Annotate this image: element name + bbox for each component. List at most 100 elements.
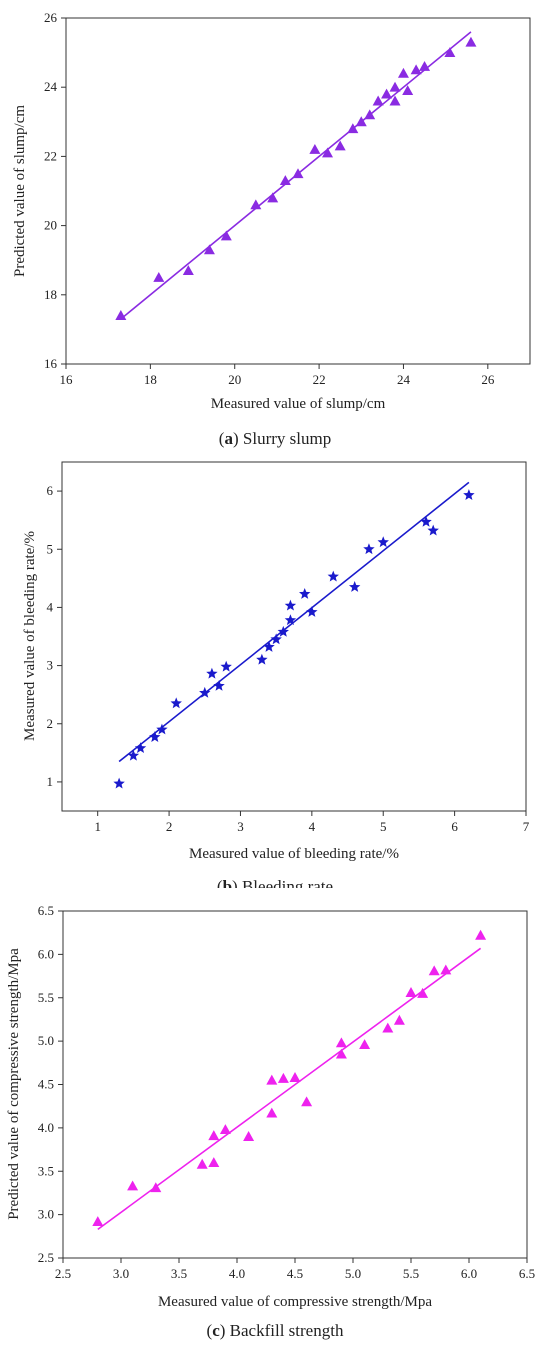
- chart-b-point-14: [284, 614, 297, 626]
- chart-a-point-8: [292, 168, 304, 179]
- chart-b-point-13: [277, 625, 289, 637]
- chart-c-point-20: [428, 965, 440, 976]
- chart-a-ytick-label-5: 26: [44, 10, 58, 25]
- chart-c-ytick-label-0: 2.5: [38, 1250, 54, 1265]
- chart-b-point-4: [156, 723, 168, 735]
- chart-a-xtick-label-3: 22: [313, 372, 326, 387]
- chart-b-point-9: [220, 660, 232, 672]
- chart-b-point-16: [299, 588, 311, 599]
- chart-a-caption-letter: a: [224, 429, 233, 448]
- chart-b-ylabel: Measured value of bleeding rate/%: [22, 531, 38, 741]
- chart-a-point-20: [402, 85, 414, 96]
- chart-b-ytick-label-5: 6: [47, 483, 54, 498]
- chart-a-svg: 16 18 20 22 24 26 16 18 20 22 24 26 Measured value …: [12, 10, 531, 448]
- chart-panel-a: 16 18 20 22 24 26 16 18 20 22 24 26 Measured value …: [0, 0, 550, 448]
- chart-b-point-12: [270, 633, 282, 645]
- chart-a-marks: [115, 31, 477, 320]
- chart-c-ticks: 2.5 3.0 3.5 4.0 4.5 5.0 5.5 6.0 6.5 2.5 3.0 3.5 4.0 4…: [38, 903, 535, 1281]
- chart-a-ytick-label-3: 22: [44, 148, 57, 163]
- chart-c-point-1: [127, 1180, 139, 1191]
- chart-c-point-2: [150, 1182, 162, 1193]
- chart-c-point-4: [208, 1157, 220, 1167]
- chart-c-point-7: [243, 1131, 255, 1141]
- chart-c-ytick-label-6: 5.5: [38, 990, 54, 1005]
- chart-a-point-7: [279, 175, 291, 186]
- chart-a-ytick-label-1: 18: [44, 287, 57, 302]
- chart-b-xtick-label-3: 4: [309, 819, 316, 834]
- chart-c-point-17: [393, 1014, 405, 1025]
- chart-c-point-3: [196, 1158, 208, 1169]
- chart-a-caption-text: Slurry slump: [243, 429, 331, 448]
- chart-c-ytick-label-4: 4.5: [38, 1077, 54, 1092]
- chart-c-ylabel: Predicted value of compressive strength/…: [6, 948, 22, 1220]
- chart-c-point-11: [289, 1072, 301, 1082]
- chart-c-xtick-label-4: 4.5: [287, 1266, 303, 1281]
- chart-panel-b: 1 2 3 4 5 6 7 1 2 3 4 5 6 Measured value of bleeding…: [0, 448, 550, 896]
- chart-c-point-18: [405, 987, 417, 997]
- chart-b-ytick-label-0: 1: [47, 774, 54, 789]
- chart-a-point-12: [347, 123, 359, 134]
- chart-panel-c: 2.5 3.0 3.5 4.0 4.5 5.0 5.5 6.0 6.5 2.5 3.0 3.5 4.0 4…: [0, 888, 550, 1344]
- chart-a-ytick-label-0: 16: [44, 356, 58, 371]
- chart-c-marks: [92, 929, 487, 1231]
- chart-a-ytick-label-4: 24: [44, 79, 58, 94]
- chart-b-point-6: [199, 686, 211, 698]
- chart-c-point-9: [266, 1074, 278, 1085]
- chart-a-xtick-label-0: 16: [60, 372, 74, 387]
- chart-c-ytick-label-7: 6.0: [38, 946, 54, 961]
- chart-b-svg: 1 2 3 4 5 6 7 1 2 3 4 5 6 Measured value of bleeding…: [22, 461, 530, 896]
- chart-c-caption-letter: c: [212, 1321, 220, 1340]
- chart-b-point-23: [427, 524, 439, 536]
- chart-b-point-24: [463, 489, 475, 501]
- chart-b-xtick-label-4: 5: [380, 819, 387, 834]
- chart-b-point-2: [134, 742, 147, 754]
- chart-a-point-10: [322, 147, 334, 158]
- chart-a-point-14: [364, 109, 376, 120]
- chart-a-point-21: [410, 64, 422, 75]
- chart-c-point-15: [359, 1039, 371, 1049]
- chart-c-point-0: [92, 1216, 104, 1226]
- chart-b-xlabel: Measured value of bleeding rate/%: [189, 846, 399, 862]
- chart-c-point-5: [208, 1130, 220, 1141]
- chart-a-point-11: [334, 140, 346, 151]
- chart-b-point-1: [127, 749, 140, 761]
- chart-c-ytick-label-2: 3.5: [38, 1163, 54, 1178]
- chart-c-xtick-label-8: 6.5: [519, 1266, 535, 1281]
- chart-b-point-17: [306, 606, 318, 617]
- chart-c-point-16: [382, 1022, 394, 1033]
- chart-b-fit-line: [118, 481, 470, 763]
- chart-a-point-3: [203, 244, 215, 255]
- chart-a-point-17: [389, 95, 401, 106]
- chart-c-xtick-label-1: 3.0: [113, 1266, 129, 1281]
- chart-a-point-2: [182, 265, 194, 275]
- chart-b-point-10: [256, 653, 268, 665]
- chart-b-xtick-label-1: 2: [166, 819, 173, 834]
- chart-b-xtick-label-5: 6: [451, 819, 458, 834]
- chart-c-point-21: [440, 964, 452, 975]
- chart-a-point-6: [267, 192, 279, 203]
- chart-c-xlabel: Measured value of compressive strength/M…: [158, 1294, 432, 1310]
- chart-a-point-13: [355, 116, 367, 127]
- chart-b-xtick-label-0: 1: [94, 819, 101, 834]
- chart-b-point-8: [213, 679, 225, 691]
- chart-c-ytick-label-1: 3.0: [38, 1207, 54, 1222]
- chart-a-point-1: [153, 272, 165, 282]
- chart-c-fit-line: [97, 947, 482, 1231]
- chart-c-point-12: [301, 1096, 313, 1107]
- chart-a-point-19: [397, 67, 409, 78]
- chart-c-xtick-label-6: 5.5: [403, 1266, 419, 1281]
- chart-c-point-13: [335, 1048, 347, 1059]
- chart-c-xtick-label-7: 6.0: [461, 1266, 477, 1281]
- chart-c-caption: (c) Backfill strength: [207, 1321, 344, 1340]
- chart-a-point-23: [444, 47, 456, 57]
- chart-a-point-22: [419, 60, 431, 71]
- chart-a-point-9: [309, 143, 321, 154]
- chart-a-point-4: [220, 230, 232, 241]
- chart-c-xtick-label-2: 3.5: [171, 1266, 187, 1281]
- chart-b-ytick-label-3: 4: [47, 599, 54, 614]
- chart-c-ytick-label-5: 5.0: [38, 1033, 54, 1048]
- chart-b-point-19: [348, 581, 361, 592]
- chart-b-point-3: [149, 731, 161, 742]
- chart-a-ticks: 16 18 20 22 24 26 16 18 20 22 24 26: [44, 10, 495, 387]
- chart-a-point-16: [381, 88, 393, 99]
